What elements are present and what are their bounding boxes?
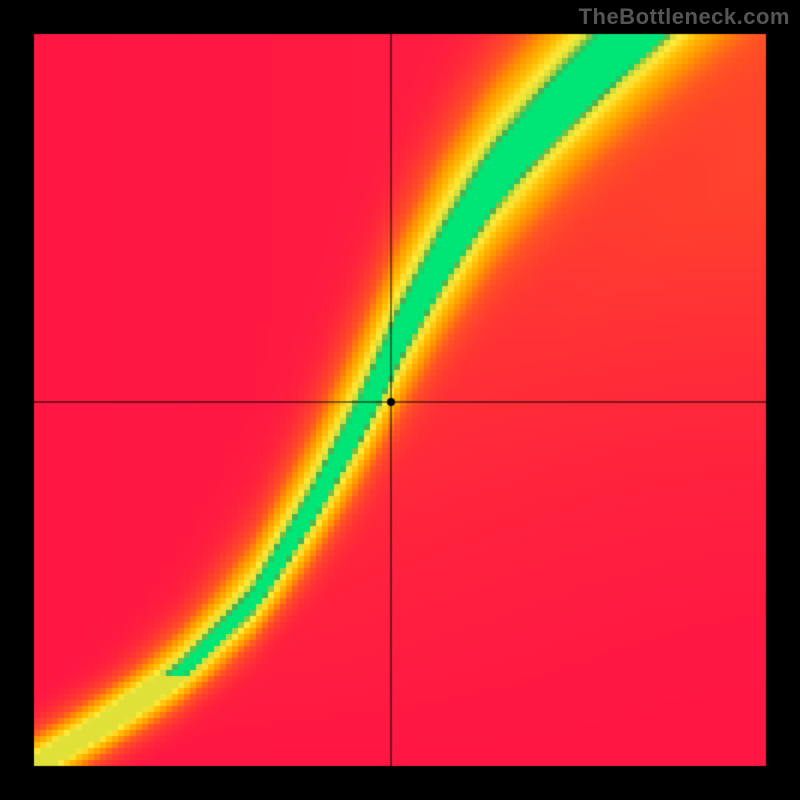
heatmap-canvas	[0, 0, 800, 800]
watermark-text: TheBottleneck.com	[579, 4, 790, 30]
chart-container: TheBottleneck.com	[0, 0, 800, 800]
